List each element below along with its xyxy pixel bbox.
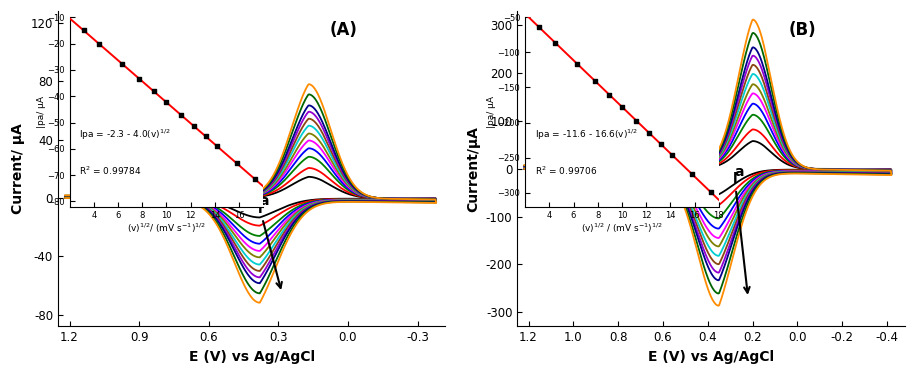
Text: (A): (A) — [329, 21, 357, 39]
Text: l: l — [257, 202, 282, 288]
Y-axis label: Current/μA: Current/μA — [466, 126, 480, 212]
Text: a: a — [260, 194, 269, 208]
Text: l: l — [733, 172, 749, 293]
Text: (B): (B) — [789, 21, 816, 39]
X-axis label: E (V) vs Ag/AgCl: E (V) vs Ag/AgCl — [189, 350, 315, 364]
Y-axis label: Current/ μA: Current/ μA — [11, 123, 25, 214]
X-axis label: E (V) vs Ag/AgCl: E (V) vs Ag/AgCl — [648, 350, 774, 364]
Text: a: a — [735, 165, 744, 179]
